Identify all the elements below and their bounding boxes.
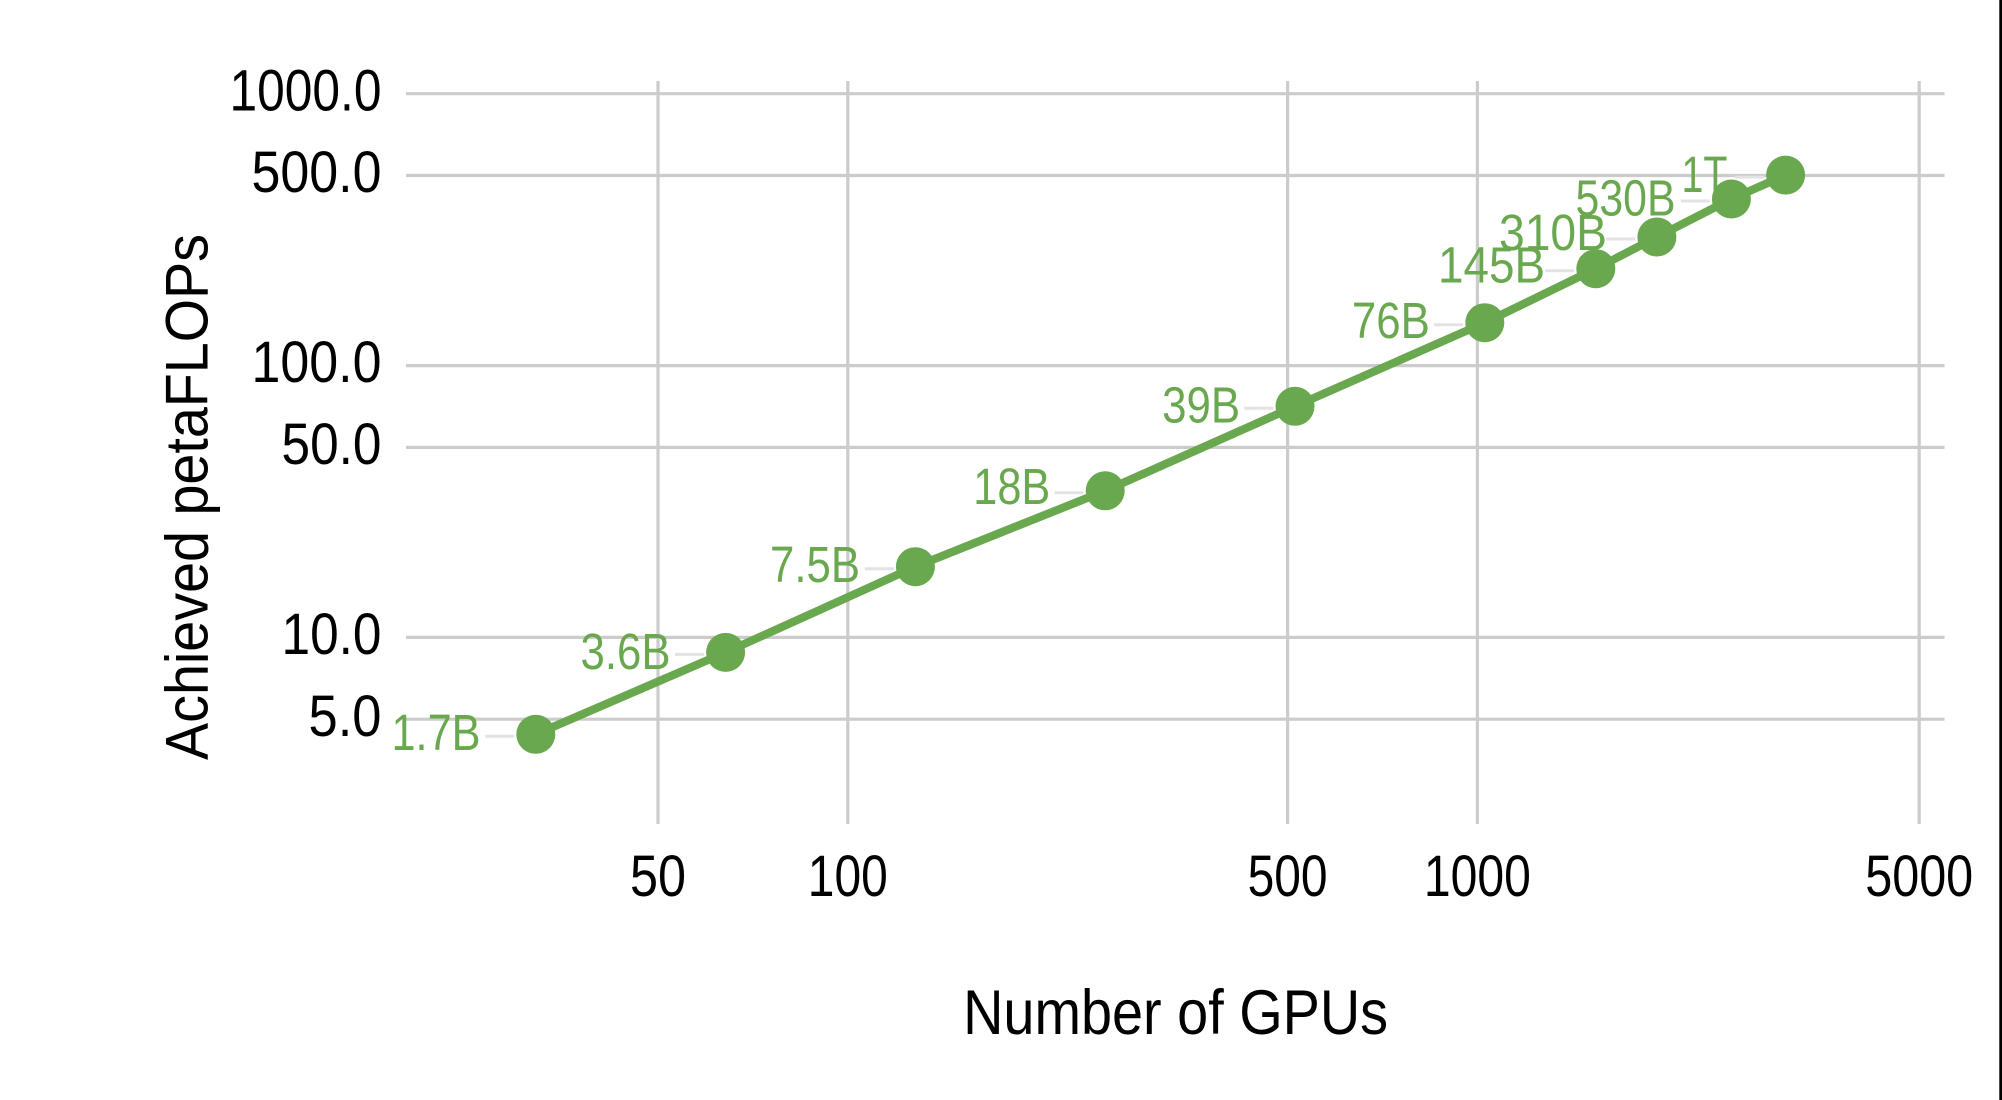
svg-text:50: 50 (630, 844, 686, 909)
svg-text:7.5B: 7.5B (770, 536, 860, 593)
svg-text:5000: 5000 (1865, 844, 1973, 909)
svg-text:530B: 530B (1576, 170, 1676, 227)
svg-text:100.0: 100.0 (252, 330, 382, 395)
svg-text:1000: 1000 (1424, 844, 1531, 909)
svg-text:1000.0: 1000.0 (230, 58, 382, 123)
svg-text:1T: 1T (1682, 146, 1728, 203)
svg-text:100: 100 (808, 844, 888, 909)
svg-text:1.7B: 1.7B (392, 704, 481, 761)
svg-text:Number of GPUs: Number of GPUs (963, 978, 1388, 1048)
svg-text:500: 500 (1248, 844, 1328, 909)
svg-text:145B: 145B (1438, 237, 1545, 294)
svg-text:39B: 39B (1162, 377, 1240, 434)
svg-text:50.0: 50.0 (282, 412, 382, 477)
svg-text:18B: 18B (973, 458, 1050, 515)
svg-text:10.0: 10.0 (282, 602, 382, 667)
svg-text:310B: 310B (1499, 204, 1607, 261)
svg-text:3.6B: 3.6B (581, 623, 671, 680)
svg-text:5.0: 5.0 (309, 684, 382, 749)
svg-text:76B: 76B (1352, 292, 1430, 349)
svg-text:500.0: 500.0 (252, 140, 382, 205)
svg-text:Achieved petaFLOPs: Achieved petaFLOPs (153, 234, 220, 760)
